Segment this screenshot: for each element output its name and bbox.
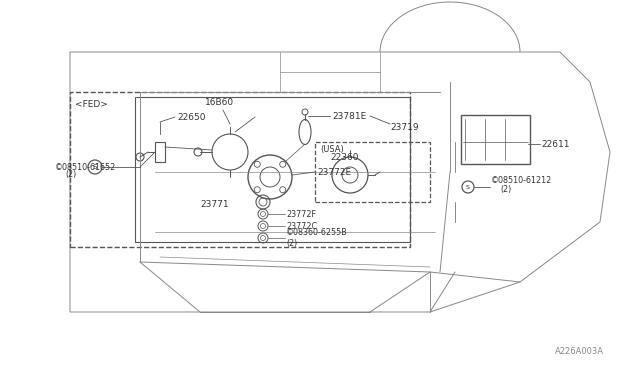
Text: 23719: 23719	[390, 122, 419, 131]
Text: 23781E: 23781E	[332, 112, 366, 121]
Text: S: S	[93, 164, 97, 170]
Text: 22611: 22611	[541, 140, 570, 148]
Bar	[135, 97, 410, 242]
Text: (USA): (USA)	[320, 144, 344, 154]
Text: 23772E: 23772E	[317, 167, 351, 176]
Text: 23772C: 23772C	[286, 221, 317, 231]
Text: A226A003A: A226A003A	[555, 347, 604, 356]
Text: ©08510-61652: ©08510-61652	[55, 163, 116, 171]
Text: ©08510-61212: ©08510-61212	[491, 176, 552, 185]
Text: 22650: 22650	[177, 112, 205, 122]
Text: 23772F: 23772F	[286, 209, 316, 218]
Text: 22360: 22360	[330, 153, 358, 161]
Text: 16B60: 16B60	[205, 97, 234, 106]
Text: (2): (2)	[65, 170, 76, 179]
Text: ©08360-6255B
(2): ©08360-6255B (2)	[286, 228, 348, 248]
Text: S: S	[466, 185, 470, 189]
Text: (2): (2)	[500, 185, 511, 193]
Text: 23771: 23771	[200, 199, 228, 208]
Text: <FED>: <FED>	[75, 99, 108, 109]
